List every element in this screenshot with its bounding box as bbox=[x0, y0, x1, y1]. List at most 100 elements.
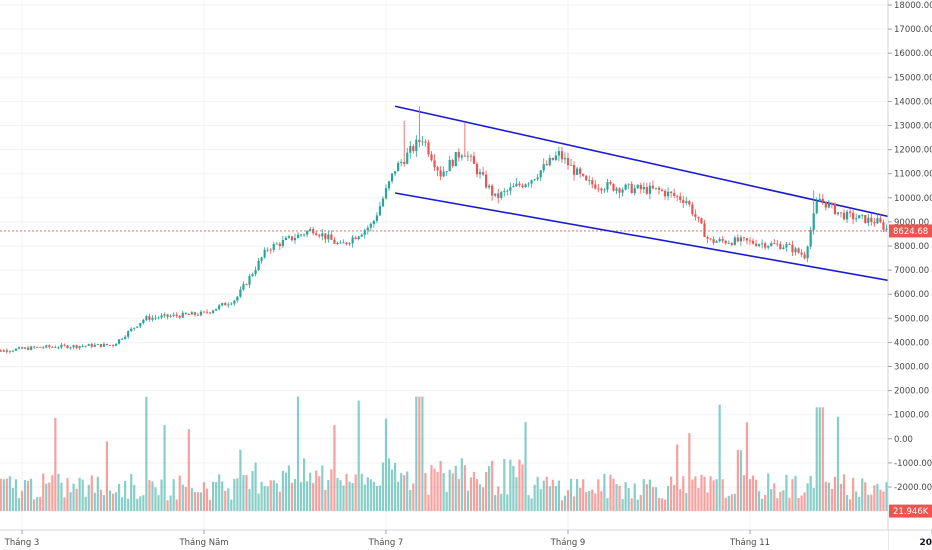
candle bbox=[767, 245, 770, 250]
volume-bar bbox=[233, 478, 236, 512]
candle-body bbox=[485, 174, 488, 188]
candle bbox=[281, 235, 284, 249]
candle-body bbox=[448, 160, 451, 172]
candle bbox=[739, 235, 742, 246]
volume-bar bbox=[430, 465, 433, 512]
candle bbox=[403, 120, 406, 167]
candle bbox=[679, 192, 682, 203]
volume-bar bbox=[369, 479, 372, 512]
candle-body bbox=[45, 345, 48, 348]
volume-bar bbox=[36, 497, 39, 512]
candle bbox=[196, 312, 200, 317]
candle bbox=[524, 183, 527, 188]
candle-body bbox=[754, 243, 758, 246]
volume-bar bbox=[409, 489, 412, 512]
volume-bar bbox=[673, 484, 676, 512]
price-tick-label: -1000.00 bbox=[894, 459, 932, 469]
volume-bar bbox=[397, 481, 400, 512]
candle-body bbox=[306, 231, 309, 235]
candle bbox=[630, 181, 633, 194]
candle bbox=[412, 144, 415, 154]
volume-bar bbox=[503, 459, 506, 512]
candle-body bbox=[8, 351, 11, 353]
candle bbox=[694, 209, 697, 221]
candle bbox=[42, 345, 45, 349]
candle-body bbox=[603, 189, 606, 191]
candle bbox=[212, 309, 215, 315]
candle bbox=[102, 342, 105, 348]
volume-bar bbox=[251, 471, 254, 512]
candle bbox=[667, 187, 670, 201]
candle bbox=[105, 343, 109, 346]
candle-body bbox=[221, 303, 224, 306]
candle-body bbox=[566, 158, 570, 166]
candle bbox=[269, 247, 272, 254]
candle-body bbox=[296, 234, 300, 239]
volume-bar bbox=[594, 493, 597, 512]
candle-body bbox=[163, 314, 166, 316]
volume-bar bbox=[466, 490, 469, 512]
candle-body bbox=[84, 345, 87, 347]
volume-bar bbox=[87, 484, 90, 512]
volume-bar bbox=[488, 466, 491, 512]
candle bbox=[606, 178, 609, 193]
volume-bar bbox=[439, 460, 442, 512]
candle bbox=[481, 166, 485, 176]
price-tick-label: 3000.00 bbox=[894, 363, 929, 373]
candle-body bbox=[542, 164, 545, 171]
candle-body bbox=[312, 229, 315, 234]
volume-bar bbox=[99, 489, 102, 512]
volume-bar bbox=[554, 486, 557, 512]
volume-bar bbox=[78, 477, 81, 512]
candle-body bbox=[11, 350, 14, 352]
candle-body bbox=[791, 244, 794, 253]
candle bbox=[518, 181, 521, 188]
candle-body bbox=[885, 228, 888, 230]
channel-upper-line[interactable] bbox=[394, 105, 932, 263]
candle-body bbox=[245, 284, 248, 286]
volume-bar bbox=[815, 407, 818, 512]
volume-bar bbox=[751, 475, 755, 512]
volume-bar bbox=[451, 473, 454, 512]
volume-bar bbox=[375, 485, 378, 512]
candle-body bbox=[800, 252, 803, 255]
volume-bar bbox=[670, 476, 673, 512]
candle-body bbox=[867, 217, 870, 223]
candle bbox=[500, 190, 503, 200]
candle-body bbox=[381, 198, 385, 207]
volume-bar bbox=[582, 479, 585, 512]
candle-body bbox=[272, 243, 275, 251]
candle-body bbox=[375, 215, 378, 221]
candle-body bbox=[630, 183, 633, 194]
candle bbox=[275, 242, 278, 245]
volume-bar bbox=[293, 478, 297, 512]
candle-body bbox=[824, 201, 827, 208]
candle bbox=[876, 213, 879, 224]
candle-body bbox=[327, 234, 330, 240]
candle bbox=[354, 235, 357, 240]
candle bbox=[551, 157, 554, 161]
candle bbox=[63, 343, 66, 347]
candle-body bbox=[663, 190, 667, 197]
channel-lower-line[interactable] bbox=[394, 192, 932, 317]
candle bbox=[742, 236, 746, 242]
candle-body bbox=[390, 173, 394, 182]
volume-bar bbox=[299, 482, 303, 512]
volume-bar bbox=[870, 494, 873, 512]
candle bbox=[861, 213, 864, 219]
volume-bar bbox=[812, 487, 815, 512]
candle-body bbox=[533, 179, 536, 181]
volume-bar bbox=[136, 498, 139, 512]
candle bbox=[184, 312, 187, 315]
volume-bar bbox=[63, 497, 66, 512]
candle bbox=[779, 241, 782, 250]
volume-bar bbox=[748, 479, 752, 512]
candle-body bbox=[14, 348, 18, 351]
candle bbox=[321, 228, 324, 241]
volume-bar bbox=[736, 449, 739, 512]
volume-bar bbox=[791, 479, 794, 512]
candle-body bbox=[442, 171, 445, 177]
candle bbox=[761, 239, 764, 249]
candle-body bbox=[284, 237, 287, 240]
